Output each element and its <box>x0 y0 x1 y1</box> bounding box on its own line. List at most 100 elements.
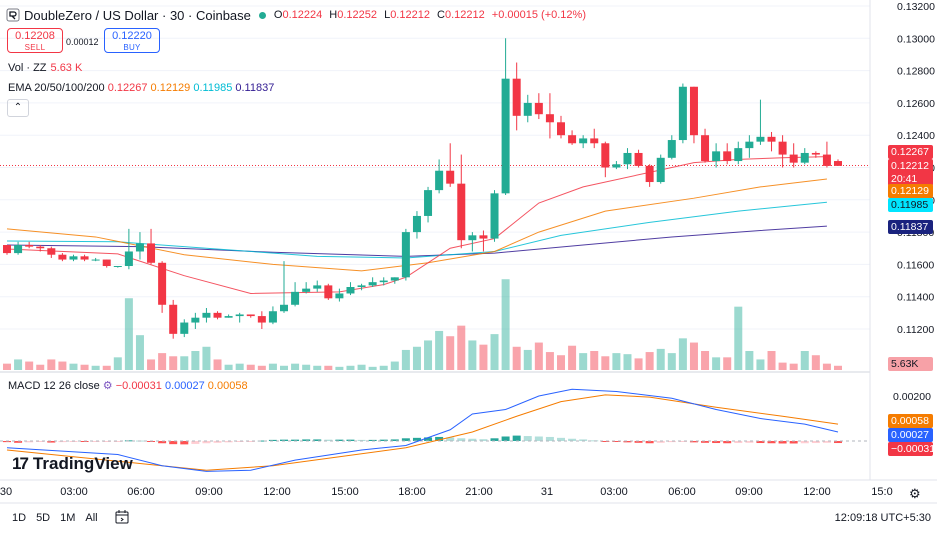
volume-bar <box>268 363 277 370</box>
symbol-title[interactable]: DoubleZero / US Dollar · 30 · Coinbase <box>24 7 251 23</box>
candle-body <box>390 277 399 281</box>
macd-hist-bar <box>723 441 732 444</box>
macd-signal-label: 0.00027 <box>888 428 933 442</box>
candle-body <box>734 148 743 162</box>
volume-bar <box>80 364 89 370</box>
volume-bar <box>401 349 410 370</box>
candle-body <box>745 141 754 149</box>
gear-icon[interactable]: ⚙ <box>909 486 921 501</box>
macd-hist-bar <box>446 437 455 441</box>
time-axis[interactable]: 30 03:00 06:00 09:00 12:00 15:00 18:00 21:00 31 0… <box>0 486 893 498</box>
macd-hist-bar <box>800 441 809 444</box>
macd-hist-bar <box>357 439 366 441</box>
candle-body <box>58 254 67 260</box>
candle-body <box>689 86 698 136</box>
macd-hist-bar <box>235 441 244 442</box>
volume-bar <box>656 348 665 370</box>
candle-body <box>579 138 588 144</box>
timeframe-1d[interactable]: 1D <box>12 512 27 524</box>
macd-hist-bar <box>689 441 698 443</box>
macd-hist-bar <box>501 436 510 441</box>
candle-body <box>14 245 23 254</box>
volume-bar <box>645 352 654 370</box>
time-tick-label: 09:00 <box>195 486 223 498</box>
candle-body <box>490 193 499 239</box>
macd-hist-bar <box>180 441 189 445</box>
tradingview-logo[interactable]: 17 TradingView <box>12 454 133 473</box>
macd-settings-icon[interactable]: ⚙ <box>102 380 113 392</box>
macd-hist-bar <box>579 439 588 441</box>
candle-body <box>25 245 34 247</box>
timeframe-1m[interactable]: 1M <box>60 512 76 524</box>
volume-bar <box>789 363 798 370</box>
price-tick-label: 0.12800 <box>897 66 935 78</box>
timeframe-all[interactable]: All <box>85 512 98 524</box>
symbol-header: DoubleZero / US Dollar · 30 · Coinbase O… <box>6 6 586 24</box>
candle-body <box>457 183 466 241</box>
calendar-range-icon[interactable] <box>114 509 130 528</box>
volume-bar <box>435 330 444 370</box>
chart-gridlines <box>0 5 870 330</box>
volume-bar <box>180 356 189 370</box>
volume-bar <box>213 359 222 370</box>
macd-legend[interactable]: MACD 12 26 close ⚙ −0.00031 0.00027 0.00… <box>8 380 248 392</box>
volume-bar <box>767 351 776 370</box>
macd-hist-bar <box>36 441 45 442</box>
macd-hist-bar <box>745 441 754 443</box>
timeframe-5d[interactable]: 5D <box>36 512 51 524</box>
candle-body <box>202 312 211 318</box>
candle-body <box>645 165 654 183</box>
macd-hist-bar <box>568 438 577 441</box>
candle-body <box>313 285 322 289</box>
ema-legend[interactable]: EMA 20/50/100/200 0.12267 0.12129 0.1198… <box>8 82 275 94</box>
volume-bars <box>3 279 842 370</box>
macd-hist-bar <box>457 438 466 441</box>
candle-body <box>135 243 144 252</box>
macd-hist-bar <box>534 436 543 441</box>
volume-bar <box>623 354 632 370</box>
volume-bar <box>291 363 300 370</box>
macd-hist-bar <box>113 441 122 442</box>
candle-body <box>479 235 488 239</box>
volume-bar <box>69 363 78 370</box>
macd-hist-bar <box>246 441 255 442</box>
macd-hist-bar <box>523 436 532 441</box>
sell-button[interactable]: 0.12208 SELL <box>7 28 63 53</box>
volume-bar <box>734 306 743 370</box>
candlesticks[interactable] <box>3 38 842 339</box>
volume-bar <box>324 365 333 370</box>
volume-legend[interactable]: Vol · ZZ 5.63 K <box>8 62 83 74</box>
candle-body <box>257 316 266 323</box>
volume-bar <box>601 356 610 370</box>
price-tick-label: 0.11200 <box>897 324 934 336</box>
macd-hist-bar <box>3 441 11 443</box>
macd-hist-bar <box>390 439 399 441</box>
candle-body <box>468 235 477 241</box>
time-tick-label: 06:00 <box>668 486 696 498</box>
candle-body <box>280 304 288 312</box>
bar-countdown-label: 20:41 <box>888 172 933 186</box>
price-tick-label: 0.12400 <box>897 130 935 142</box>
macd-hist-bar <box>412 437 421 441</box>
candle-body <box>91 259 100 261</box>
candle-body <box>213 312 222 318</box>
volume-bar <box>169 356 178 370</box>
candle-body <box>612 164 621 168</box>
collapse-chevron-icon[interactable]: ⌃ <box>7 99 29 117</box>
macd-lines <box>6 388 839 472</box>
macd-hist-bar <box>634 441 643 443</box>
macd-axis[interactable]: 0.00200 <box>893 391 931 403</box>
macd-hist-bar <box>822 441 831 443</box>
utc-clock[interactable]: 12:09:18 UTC+5:30 <box>834 512 931 524</box>
macd-hist-bar <box>14 441 23 443</box>
macd-hist-bar <box>401 438 410 441</box>
volume-bar <box>36 364 45 370</box>
candle-body <box>512 78 521 116</box>
spread-value: 0.00012 <box>66 37 99 47</box>
price-axis[interactable]: 0.132000.130000.128000.126000.124000.122… <box>897 1 935 336</box>
macd-hist-bar <box>224 441 233 443</box>
volume-bar <box>246 364 255 370</box>
volume-bar <box>712 357 721 370</box>
buy-button[interactable]: 0.12220 BUY <box>104 28 160 53</box>
